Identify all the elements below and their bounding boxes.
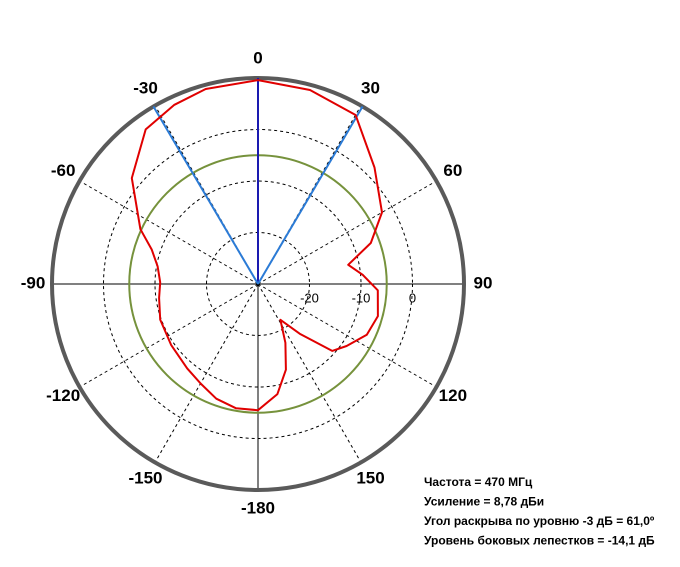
angle-label: -120: [46, 386, 80, 405]
annotation: Уровень боковых лепестков = -14,1 дБ: [424, 534, 655, 548]
angle-label: 90: [474, 273, 493, 292]
pattern-line: [130, 79, 383, 412]
angle-label: 150: [356, 468, 384, 487]
r-tick-label: 0: [409, 290, 416, 305]
beam-line: [152, 105, 259, 285]
angle-label: 0: [253, 48, 262, 67]
annotation: Угол раскрыва по уровню -3 дБ = 61,0º: [424, 514, 655, 528]
grid-spoke: [154, 283, 259, 463]
r-tick-label: -20: [300, 290, 319, 305]
angle-label: -60: [51, 161, 76, 180]
annotation: Частота = 470 МГц: [424, 475, 533, 489]
beam-line: [257, 105, 364, 285]
angle-label: 120: [439, 386, 467, 405]
grid-spoke: [257, 283, 362, 463]
angle-label: 30: [361, 79, 380, 98]
r-tick-label: -10: [352, 290, 371, 305]
angle-label: -180: [241, 498, 275, 517]
grid-spoke: [79, 283, 259, 388]
grid-spoke: [79, 180, 259, 285]
angle-label: 60: [443, 161, 462, 180]
grid-spoke: [257, 283, 437, 388]
angle-label: -30: [133, 79, 158, 98]
annotation: Усиление = 8,78 дБи: [424, 495, 544, 509]
angle-label: -150: [128, 468, 162, 487]
angle-label: -90: [21, 273, 46, 292]
grid-spoke: [257, 180, 437, 285]
